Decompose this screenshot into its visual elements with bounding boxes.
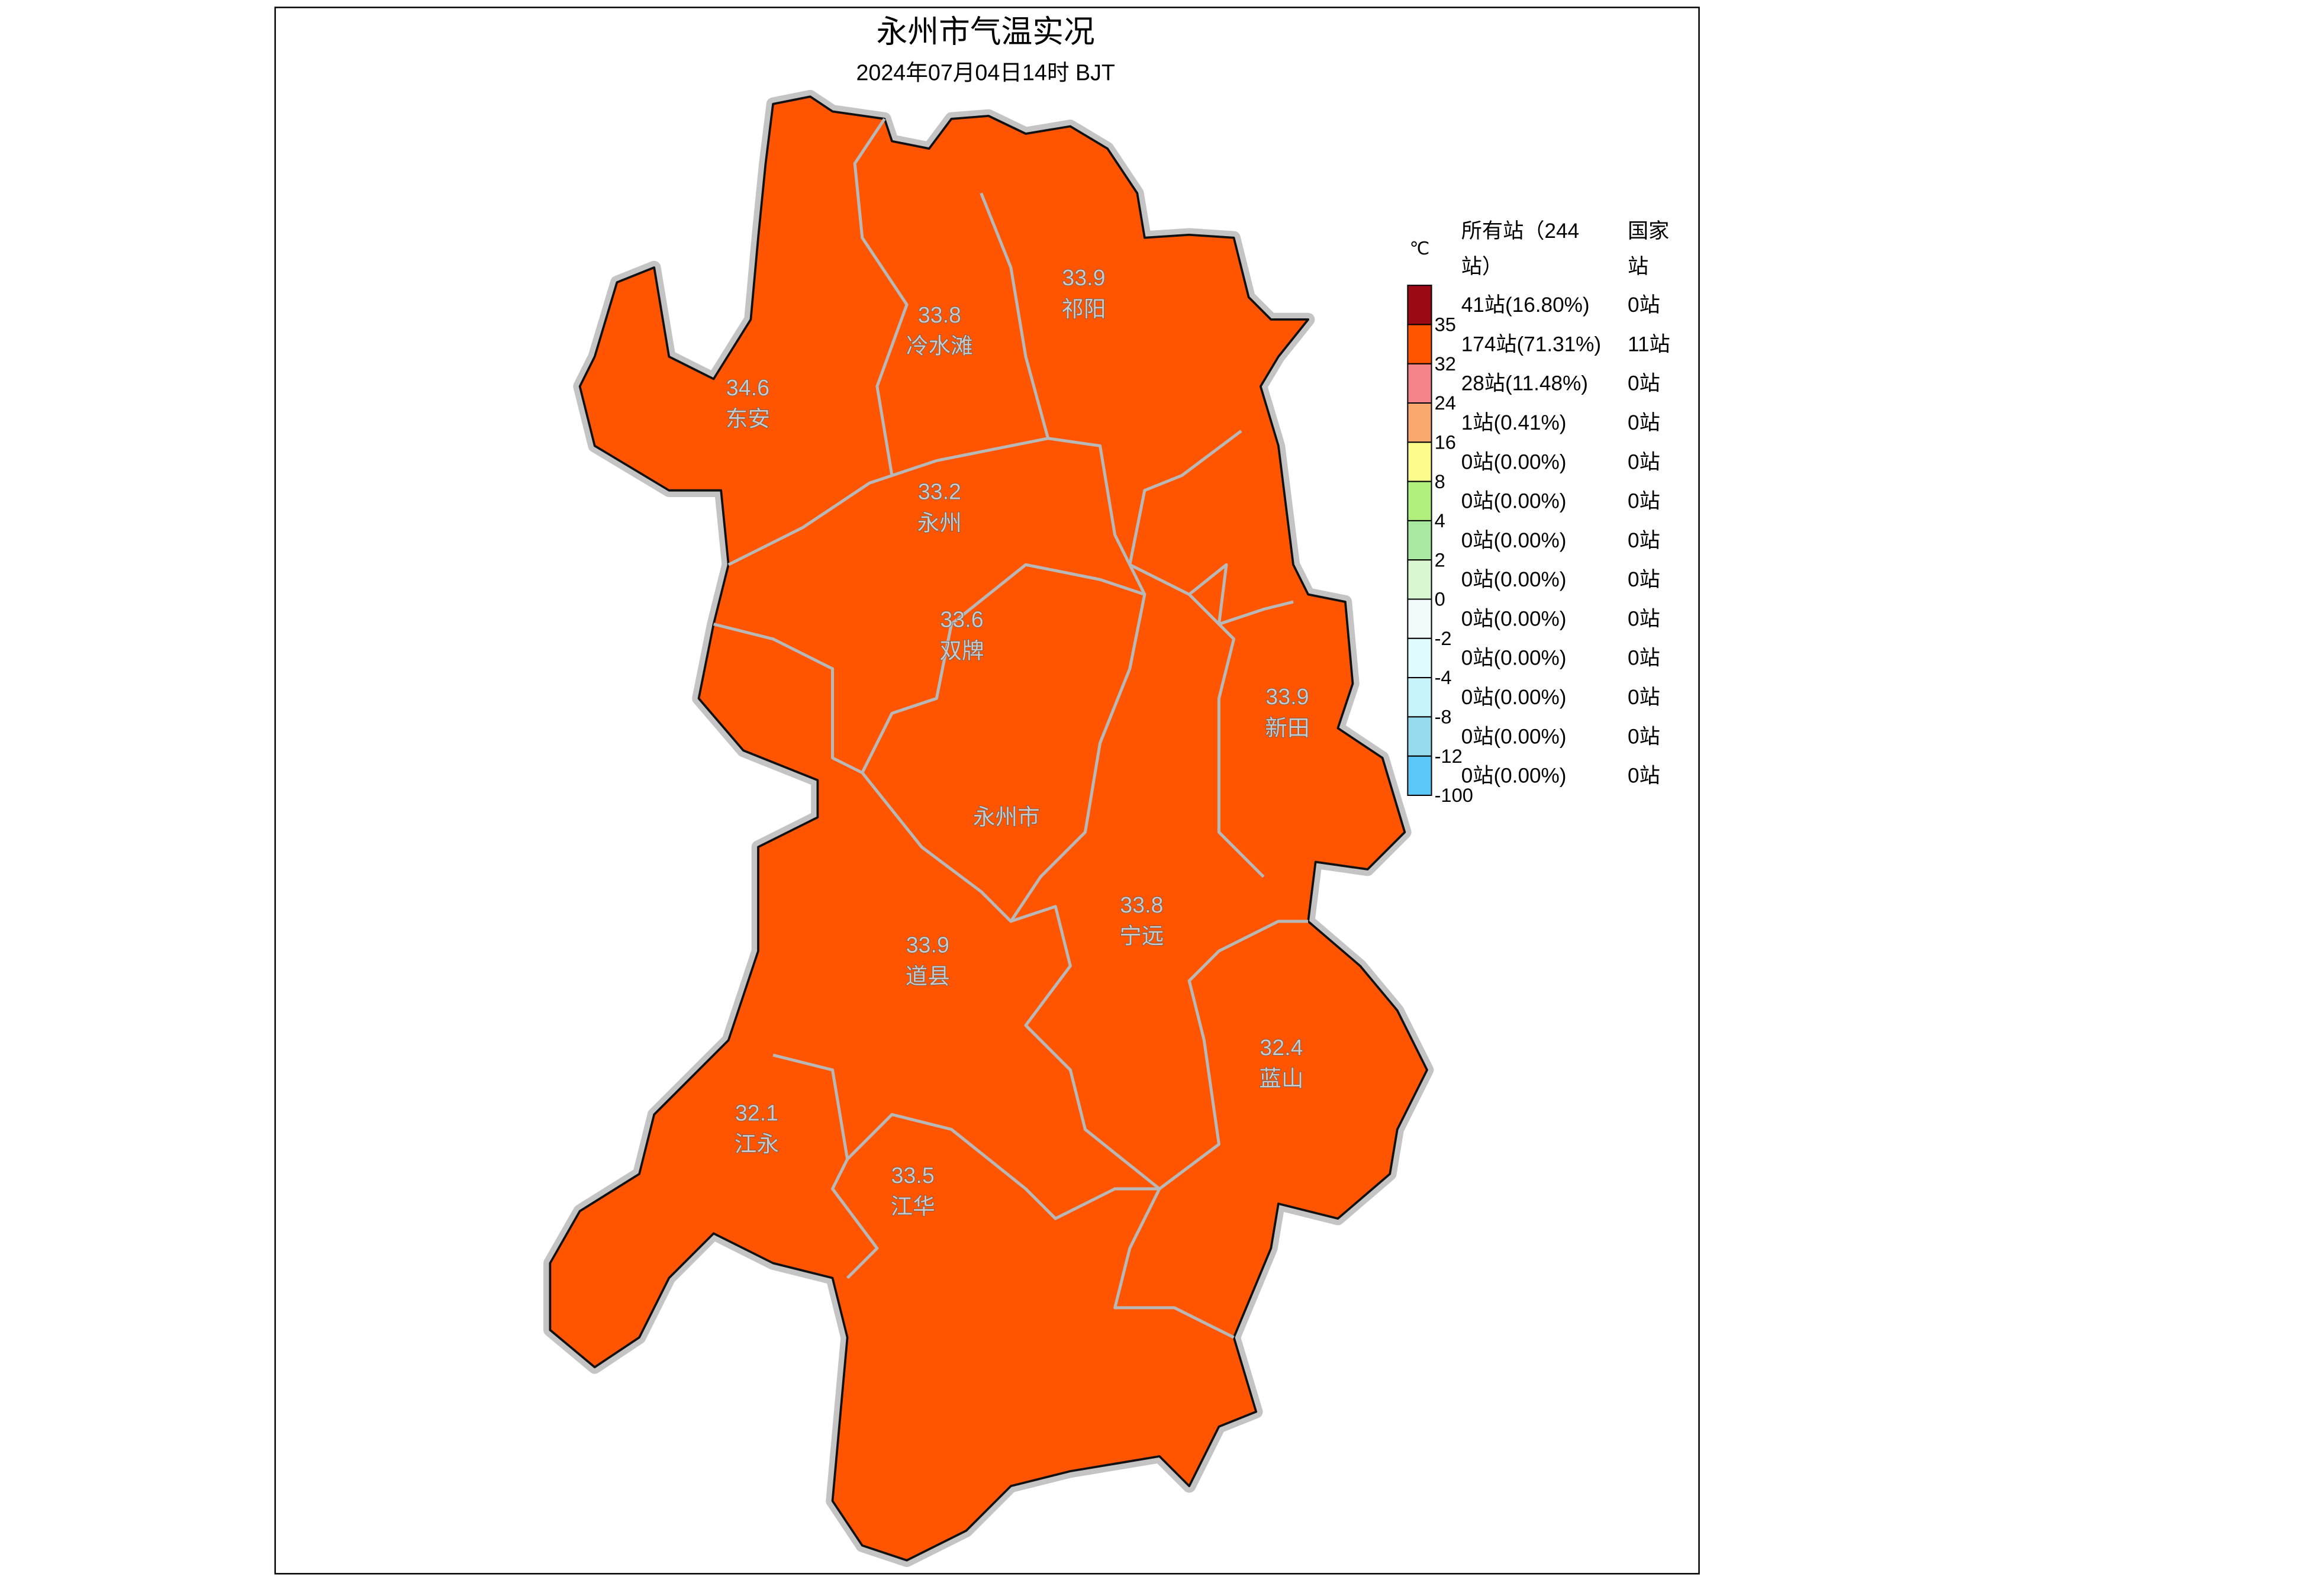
legend-tick-label: -8 bbox=[1435, 706, 1452, 728]
boundary bbox=[727, 474, 893, 566]
district-name: 永州市 bbox=[973, 805, 1040, 830]
district-value: 33.8 bbox=[1120, 892, 1163, 917]
legend-header-all-text: 所有站（244站） bbox=[1461, 218, 1580, 278]
legend-national-count: 0站 bbox=[1628, 529, 1660, 552]
district-name: 冷水滩 bbox=[906, 334, 973, 359]
legend-national-count: 0站 bbox=[1628, 647, 1660, 670]
legend-swatch bbox=[1407, 716, 1432, 757]
legend-national-count: 0站 bbox=[1628, 372, 1660, 395]
district-name: 永州 bbox=[917, 510, 962, 535]
legend-tick-label: -4 bbox=[1435, 666, 1452, 688]
legend-all-count: 0站(0.00%) bbox=[1461, 686, 1567, 709]
district-value: 33.2 bbox=[918, 479, 961, 504]
district-name: 蓝山 bbox=[1259, 1066, 1303, 1091]
legend-swatch bbox=[1407, 481, 1432, 521]
legend-all-count: 0站(0.00%) bbox=[1461, 607, 1567, 630]
legend-all-count: 41站(16.80%) bbox=[1461, 294, 1590, 317]
legend-header-all: 所有站（244站） bbox=[1461, 218, 1580, 278]
district-name: 道县 bbox=[906, 963, 950, 988]
legend-national-count: 0站 bbox=[1628, 294, 1660, 317]
legend-tick-label: 2 bbox=[1435, 549, 1445, 570]
district-value: 33.9 bbox=[1265, 684, 1309, 709]
legend-national-count: 0站 bbox=[1628, 450, 1660, 473]
legend-all-count: 0站(0.00%) bbox=[1461, 450, 1567, 473]
boundary bbox=[846, 1113, 1235, 1339]
legend-swatch bbox=[1407, 324, 1432, 365]
district-value: 32.4 bbox=[1260, 1035, 1303, 1060]
boundary bbox=[853, 118, 909, 476]
district-name: 江华 bbox=[890, 1194, 935, 1219]
legend-tick-label: 16 bbox=[1435, 431, 1456, 453]
legend-national-count: 0站 bbox=[1628, 686, 1660, 709]
legend-tick-label: 32 bbox=[1435, 353, 1456, 375]
legend-swatch bbox=[1407, 363, 1432, 404]
district-name: 新田 bbox=[1265, 715, 1309, 740]
legend-tick-label: -2 bbox=[1435, 627, 1452, 649]
district-name: 祁阳 bbox=[1061, 296, 1106, 321]
legend-national-count: 0站 bbox=[1628, 411, 1660, 434]
district-value: 34.6 bbox=[726, 375, 769, 400]
legend-national-count: 11站 bbox=[1628, 333, 1670, 356]
legend-national-count: 0站 bbox=[1628, 765, 1660, 788]
legend-national-count: 0站 bbox=[1628, 725, 1660, 748]
region bbox=[543, 89, 1434, 1568]
district-name: 宁远 bbox=[1119, 924, 1164, 949]
legend-tick-label: 4 bbox=[1435, 510, 1445, 531]
district-boundaries bbox=[713, 118, 1309, 1339]
legend-all-count: 0站(0.00%) bbox=[1461, 647, 1567, 670]
legend-all-count: 0站(0.00%) bbox=[1461, 765, 1567, 788]
district-value: 32.1 bbox=[735, 1100, 778, 1125]
boundary bbox=[772, 1053, 879, 1279]
region-fill bbox=[549, 95, 1428, 1562]
legend-swatch bbox=[1407, 637, 1432, 679]
legend-tick-label: 35 bbox=[1435, 314, 1456, 336]
legend-swatch bbox=[1407, 677, 1432, 718]
legend-unit: ℃ bbox=[1410, 239, 1430, 259]
legend-header-national-text: 国家站 bbox=[1628, 218, 1670, 278]
boundary bbox=[1188, 593, 1265, 878]
legend-swatch bbox=[1407, 520, 1432, 561]
legend-tick-label: 8 bbox=[1435, 470, 1445, 492]
district-name: 江永 bbox=[735, 1131, 779, 1156]
legend-swatch bbox=[1407, 402, 1432, 443]
legend-tick-label: 0 bbox=[1435, 588, 1445, 610]
legend-all-count: 0站(0.00%) bbox=[1461, 725, 1567, 748]
legend-national-count: 0站 bbox=[1628, 607, 1660, 630]
legend-national-count: 0站 bbox=[1628, 490, 1660, 513]
legend-tick-label: 24 bbox=[1435, 392, 1456, 414]
district-value: 33.9 bbox=[1062, 265, 1105, 290]
legend-swatch bbox=[1407, 285, 1432, 325]
legend-all-count: 174站(71.31%) bbox=[1461, 333, 1601, 356]
legend-header-national: 国家站 bbox=[1628, 218, 1670, 278]
legend-all-count: 0站(0.00%) bbox=[1461, 490, 1567, 513]
title: 永州市气温实况 bbox=[877, 15, 1095, 50]
district-value: 33.9 bbox=[906, 933, 949, 957]
legend-tick-label: -12 bbox=[1435, 745, 1463, 767]
legend-tick-label: -100 bbox=[1435, 784, 1473, 806]
frame bbox=[274, 7, 1700, 1575]
legend-all-count: 28站(11.48%) bbox=[1461, 372, 1588, 395]
district-name: 双牌 bbox=[939, 638, 984, 663]
district-name: 东安 bbox=[726, 407, 770, 431]
legend-all-count: 0站(0.00%) bbox=[1461, 568, 1567, 591]
legend-swatch bbox=[1407, 598, 1432, 639]
district-value: 33.5 bbox=[891, 1163, 934, 1188]
district-value: 33.6 bbox=[940, 607, 983, 632]
subtitle: 2024年07月04日14时 BJT bbox=[856, 60, 1115, 85]
boundary bbox=[891, 437, 1049, 477]
legend-swatch bbox=[1407, 559, 1432, 600]
legend-national-count: 0站 bbox=[1628, 568, 1660, 591]
legend-swatch bbox=[1407, 441, 1432, 482]
legend-swatch bbox=[1407, 755, 1432, 796]
legend-all-count: 1站(0.41%) bbox=[1461, 411, 1567, 434]
district-value: 33.8 bbox=[918, 302, 961, 327]
legend-all-count: 0站(0.00%) bbox=[1461, 529, 1567, 552]
